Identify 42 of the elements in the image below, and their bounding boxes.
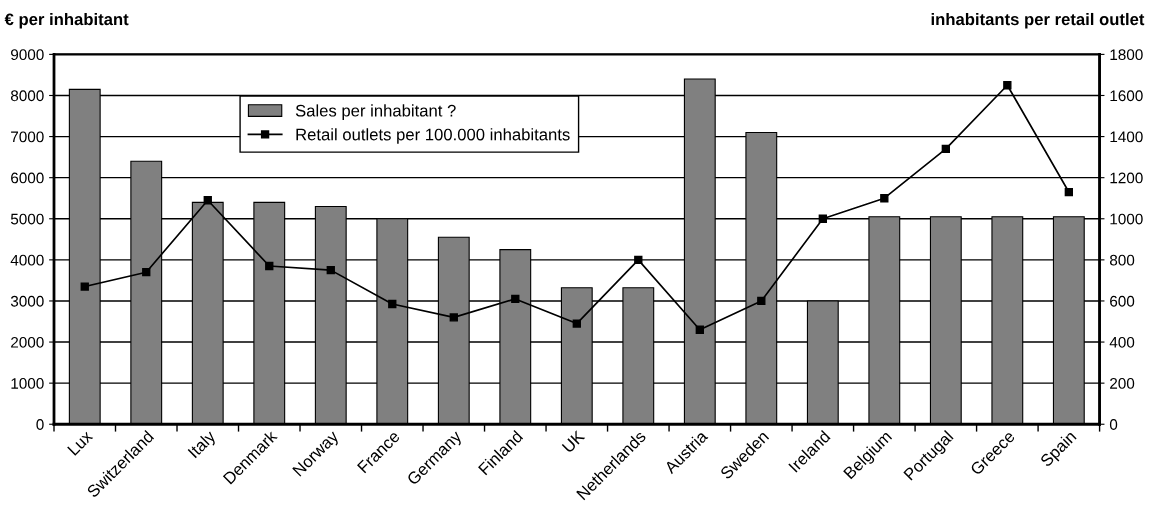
y2-tick-label: 1200 xyxy=(1110,172,1143,184)
point xyxy=(695,325,704,334)
point xyxy=(1064,187,1074,197)
point xyxy=(265,261,274,271)
y-tick-label: 5000 xyxy=(10,213,44,225)
legend-label: Retail outlets per 100.000 inhabitants xyxy=(296,128,570,144)
y-tick-label: 3000 xyxy=(10,295,44,307)
y2-tick-label: 600 xyxy=(1110,295,1135,307)
y-tick-label: 4000 xyxy=(10,254,44,266)
point xyxy=(880,194,889,203)
point xyxy=(449,313,458,322)
legend-label: Sales per inhabitant ? xyxy=(295,104,456,120)
point xyxy=(80,282,89,291)
point xyxy=(818,214,827,223)
point xyxy=(1003,81,1012,90)
y2-tick-label: 200 xyxy=(1110,378,1135,389)
y2-tick-label: 1600 xyxy=(1110,90,1143,102)
x-tick-label: Italy xyxy=(187,429,219,461)
y2-tick-label: 800 xyxy=(1109,254,1135,266)
y2-tick-label: 1000 xyxy=(1110,213,1143,225)
y-tick-label: 0 xyxy=(36,419,44,430)
point xyxy=(757,296,766,306)
y-tick-label: 2000 xyxy=(11,336,44,348)
y2-tick-label: 1800 xyxy=(1110,49,1143,61)
point xyxy=(388,299,397,309)
point xyxy=(203,196,212,205)
y2-tick-label: 400 xyxy=(1109,336,1135,348)
y-tick-label: 7000 xyxy=(11,131,44,143)
y-axis-title: € per inhabitant xyxy=(4,12,129,29)
y-tick-label: 9000 xyxy=(11,49,44,61)
y2-tick-label: 0 xyxy=(1109,419,1118,430)
point xyxy=(941,144,950,154)
point xyxy=(511,294,520,304)
y2-tick-label: 1400 xyxy=(1110,131,1143,143)
y-tick-label: 6000 xyxy=(11,172,44,184)
point xyxy=(326,265,335,275)
point xyxy=(634,255,643,265)
point xyxy=(572,319,581,328)
y-tick-label: 1000 xyxy=(11,378,44,389)
y2-axis-title: inhabitants per retail outlet xyxy=(931,12,1145,29)
y-tick-label: 8000 xyxy=(10,90,44,102)
point xyxy=(142,268,151,277)
